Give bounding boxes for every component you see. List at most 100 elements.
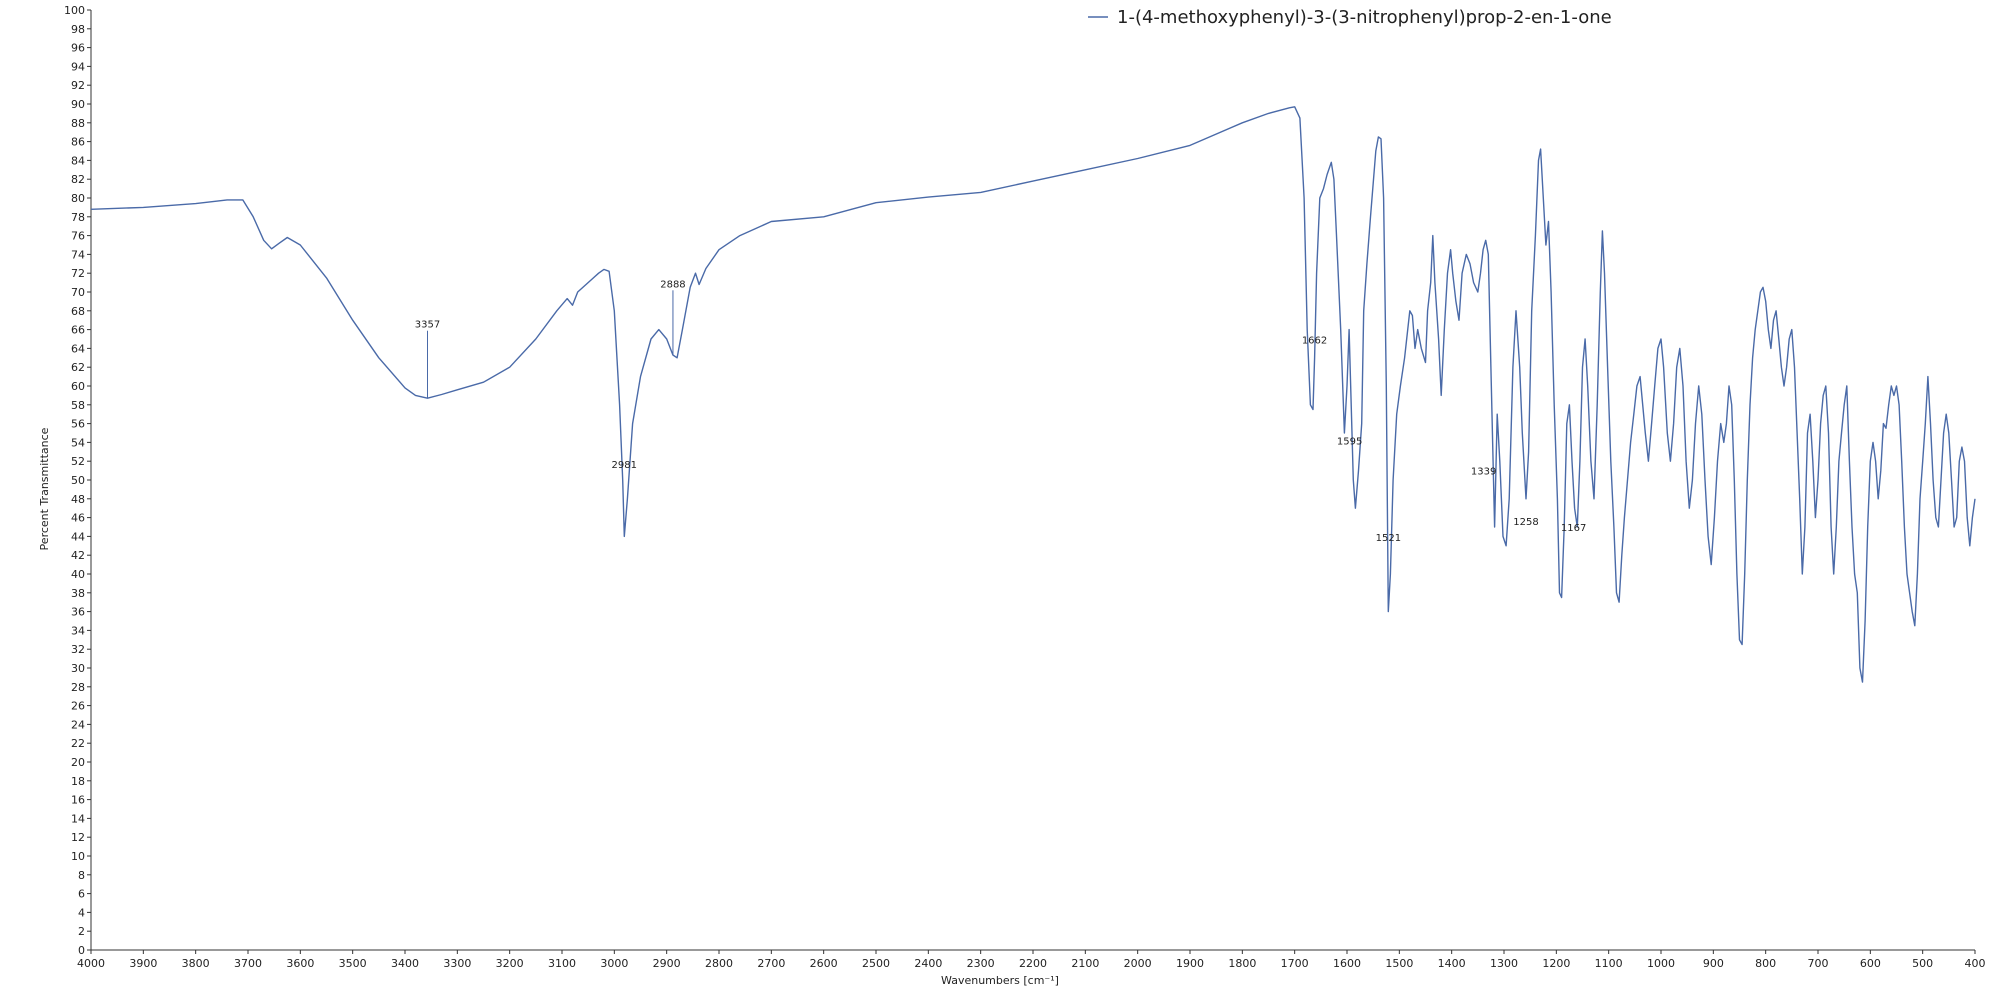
x-tick-label: 2600 bbox=[810, 957, 838, 970]
y-tick-label: 50 bbox=[71, 474, 85, 487]
y-tick-label: 46 bbox=[71, 512, 85, 525]
y-tick-label: 34 bbox=[71, 624, 85, 637]
y-tick-label: 98 bbox=[71, 23, 85, 36]
y-tick-label: 64 bbox=[71, 342, 85, 355]
y-tick-label: 58 bbox=[71, 399, 85, 412]
y-tick-label: 2 bbox=[78, 925, 85, 938]
peak-label: 1167 bbox=[1561, 523, 1586, 534]
peak-label: 2888 bbox=[660, 279, 685, 290]
x-tick-label: 1700 bbox=[1281, 957, 1309, 970]
y-tick-label: 92 bbox=[71, 79, 85, 92]
peak-label: 1339 bbox=[1471, 466, 1496, 477]
axes-layer: 0246810121416182022242628303234363840424… bbox=[64, 4, 1986, 970]
y-tick-label: 78 bbox=[71, 211, 85, 224]
y-tick-label: 26 bbox=[71, 700, 85, 713]
peak-label: 3357 bbox=[415, 320, 440, 331]
x-tick-label: 2700 bbox=[757, 957, 785, 970]
x-tick-label: 800 bbox=[1755, 957, 1776, 970]
x-tick-label: 3500 bbox=[339, 957, 367, 970]
x-tick-label: 3900 bbox=[129, 957, 157, 970]
y-tick-label: 14 bbox=[71, 812, 85, 825]
series-line bbox=[90, 106, 1976, 683]
x-tick-label: 3000 bbox=[600, 957, 628, 970]
x-tick-label: 3700 bbox=[234, 957, 262, 970]
y-tick-label: 30 bbox=[71, 662, 85, 675]
y-tick-label: 22 bbox=[71, 737, 85, 750]
y-tick-label: 18 bbox=[71, 775, 85, 788]
peak-label: 1521 bbox=[1376, 533, 1401, 544]
x-tick-label: 4000 bbox=[77, 957, 105, 970]
x-tick-label: 1400 bbox=[1438, 957, 1466, 970]
y-tick-label: 6 bbox=[78, 888, 85, 901]
y-tick-label: 0 bbox=[78, 944, 85, 957]
y-tick-label: 80 bbox=[71, 192, 85, 205]
x-tick-label: 2900 bbox=[653, 957, 681, 970]
x-tick-label: 3800 bbox=[182, 957, 210, 970]
x-tick-label: 1500 bbox=[1385, 957, 1413, 970]
y-tick-label: 52 bbox=[71, 455, 85, 468]
x-tick-label: 2200 bbox=[1019, 957, 1047, 970]
y-tick-label: 10 bbox=[71, 850, 85, 863]
y-tick-label: 62 bbox=[71, 361, 85, 374]
y-tick-label: 40 bbox=[71, 568, 85, 581]
x-tick-label: 1900 bbox=[1176, 957, 1204, 970]
x-tick-label: 700 bbox=[1808, 957, 1829, 970]
y-tick-label: 90 bbox=[71, 98, 85, 111]
y-tick-label: 16 bbox=[71, 794, 85, 807]
x-axis-title: Wavenumbers [cm⁻¹] bbox=[941, 974, 1059, 987]
y-tick-label: 84 bbox=[71, 154, 85, 167]
y-tick-label: 32 bbox=[71, 643, 85, 656]
peak-label: 1595 bbox=[1337, 436, 1362, 447]
x-tick-label: 1100 bbox=[1595, 957, 1623, 970]
y-tick-label: 70 bbox=[71, 286, 85, 299]
y-tick-label: 76 bbox=[71, 230, 85, 243]
y-tick-label: 12 bbox=[71, 831, 85, 844]
legend: 1-(4-methoxyphenyl)-3-(3-nitrophenyl)pro… bbox=[1088, 7, 1612, 28]
x-tick-label: 3400 bbox=[391, 957, 419, 970]
y-tick-label: 66 bbox=[71, 324, 85, 337]
y-axis-title: Percent Transmittance bbox=[38, 427, 51, 550]
x-tick-label: 1600 bbox=[1333, 957, 1361, 970]
y-tick-label: 56 bbox=[71, 418, 85, 431]
y-tick-label: 88 bbox=[71, 117, 85, 130]
y-tick-label: 44 bbox=[71, 530, 85, 543]
peak-label: 2981 bbox=[612, 460, 637, 471]
x-tick-label: 1800 bbox=[1228, 957, 1256, 970]
x-tick-label: 2000 bbox=[1124, 957, 1152, 970]
x-tick-label: 2300 bbox=[967, 957, 995, 970]
y-tick-label: 100 bbox=[64, 4, 85, 17]
y-tick-label: 24 bbox=[71, 718, 85, 731]
y-tick-label: 96 bbox=[71, 42, 85, 55]
x-tick-label: 3600 bbox=[286, 957, 314, 970]
y-tick-label: 20 bbox=[71, 756, 85, 769]
y-tick-label: 68 bbox=[71, 305, 85, 318]
y-tick-label: 94 bbox=[71, 60, 85, 73]
peak-label: 1662 bbox=[1302, 336, 1327, 347]
y-tick-label: 42 bbox=[71, 549, 85, 562]
x-tick-label: 1200 bbox=[1542, 957, 1570, 970]
x-tick-label: 3300 bbox=[443, 957, 471, 970]
y-tick-label: 60 bbox=[71, 380, 85, 393]
y-tick-label: 74 bbox=[71, 248, 85, 261]
y-tick-label: 36 bbox=[71, 606, 85, 619]
legend-entry: 1-(4-methoxyphenyl)-3-(3-nitrophenyl)pro… bbox=[1117, 7, 1612, 28]
peak-label: 1258 bbox=[1513, 517, 1538, 528]
x-tick-label: 600 bbox=[1860, 957, 1881, 970]
series-layer bbox=[90, 106, 1976, 683]
x-tick-label: 3100 bbox=[548, 957, 576, 970]
y-tick-label: 86 bbox=[71, 136, 85, 149]
x-tick-label: 2400 bbox=[914, 957, 942, 970]
y-tick-label: 82 bbox=[71, 173, 85, 186]
annotation-layer: 3357 2981 2888 1662 1595 1521 1339 1258 1167 bbox=[415, 279, 1587, 544]
y-tick-label: 4 bbox=[78, 906, 85, 919]
y-tick-label: 54 bbox=[71, 436, 85, 449]
x-tick-label: 2500 bbox=[862, 957, 890, 970]
x-tick-label: 2100 bbox=[1071, 957, 1099, 970]
y-tick-label: 48 bbox=[71, 493, 85, 506]
y-tick-label: 72 bbox=[71, 267, 85, 280]
x-tick-label: 2800 bbox=[705, 957, 733, 970]
x-tick-label: 500 bbox=[1912, 957, 1933, 970]
x-tick-label: 900 bbox=[1703, 957, 1724, 970]
y-tick-label: 8 bbox=[78, 869, 85, 882]
